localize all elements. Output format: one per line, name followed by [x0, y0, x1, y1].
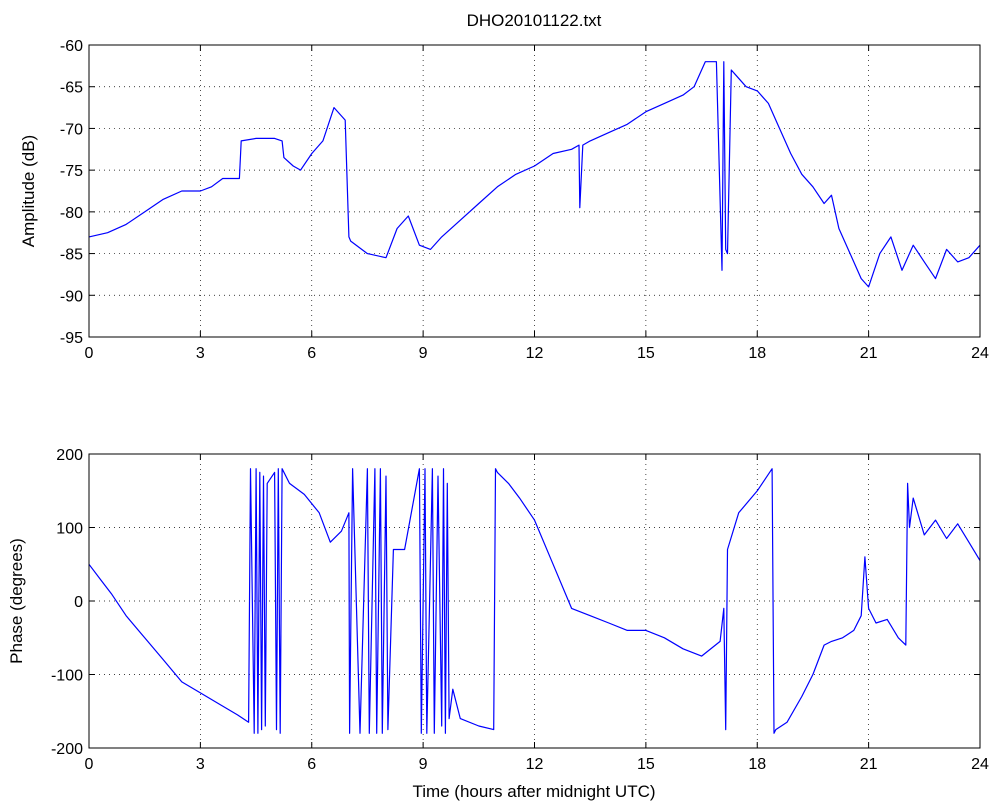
x-tick-label: 15: [637, 345, 655, 362]
grid-lines: [89, 45, 980, 337]
y-tick-label: 100: [56, 521, 83, 538]
y-tick-label: -95: [60, 330, 83, 347]
amplitude-plot: DHO20101122.txt Amplitude (dB) 0 3 6 9 12 15 1…: [19, 11, 989, 362]
y-axis-label-amplitude: Amplitude (dB): [19, 135, 38, 247]
x-tick-labels: 0 3 6 9 12 15 18 21 24: [85, 45, 989, 362]
amplitude-series: [88, 61, 981, 288]
x-tick-label: 21: [860, 345, 878, 362]
y-axis-label-phase: Phase (degrees): [7, 538, 26, 664]
y-tick-label: -200: [51, 741, 83, 758]
x-tick-label: 15: [637, 756, 655, 773]
x-tick-label: 9: [419, 345, 428, 362]
phase-plot: Time (hours after midnight UTC) Phase (d…: [7, 447, 989, 801]
y-tick-label: -70: [60, 121, 83, 138]
phase-series: [88, 468, 981, 734]
x-tick-label: 24: [971, 345, 989, 362]
x-tick-label: 0: [85, 756, 94, 773]
x-tick-label: 12: [526, 756, 544, 773]
y-tick-labels: -200 -100 0 100 200: [51, 447, 980, 758]
x-tick-label: 18: [748, 756, 766, 773]
axes-frame: [88, 44, 981, 338]
y-tick-label: -65: [60, 80, 83, 97]
y-tick-label: 0: [74, 594, 83, 611]
y-tick-label: -60: [60, 38, 83, 55]
series-line-0: [88, 61, 981, 288]
x-tick-label: 6: [307, 345, 316, 362]
axes-frame: [88, 453, 981, 749]
y-tick-label: -85: [60, 247, 83, 264]
x-tick-label: 3: [196, 345, 205, 362]
x-tick-label: 6: [307, 756, 316, 773]
y-tick-label: -75: [60, 163, 83, 180]
x-tick-label: 9: [419, 756, 428, 773]
y-tick-label: 200: [56, 447, 83, 464]
grid-lines: [89, 454, 980, 748]
x-axis-label: Time (hours after midnight UTC): [412, 782, 655, 801]
x-tick-label: 24: [971, 756, 989, 773]
y-tick-label: -90: [60, 288, 83, 305]
x-tick-label: 3: [196, 756, 205, 773]
y-tick-label: -80: [60, 205, 83, 222]
x-tick-label: 18: [748, 345, 766, 362]
x-tick-label: 0: [85, 345, 94, 362]
series-line-0: [88, 468, 981, 734]
x-tick-label: 21: [860, 756, 878, 773]
y-tick-labels: -95 -90 -85 -80 -75 -70 -65 -60: [60, 38, 980, 347]
y-tick-label: -100: [51, 668, 83, 685]
x-tick-label: 12: [526, 345, 544, 362]
chart-title: DHO20101122.txt: [467, 11, 602, 30]
